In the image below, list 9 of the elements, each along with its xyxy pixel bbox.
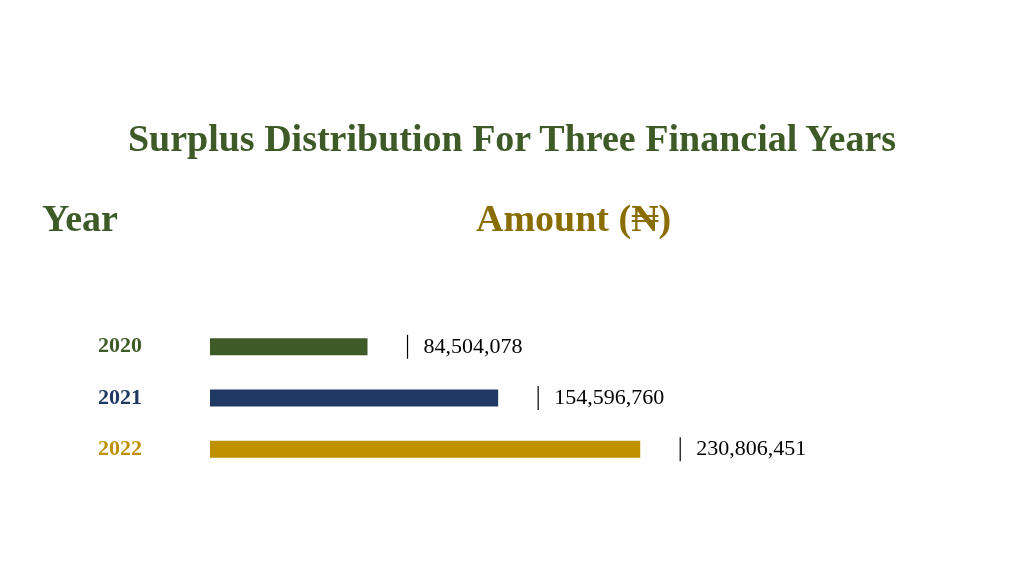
- chart-title: Surplus Distribution For Three Financial Years: [126, 116, 898, 160]
- data-label: 154,596,760: [554, 383, 665, 409]
- y-tick-label: 2022: [98, 434, 142, 460]
- x-axis-title: Amount (₦): [476, 196, 672, 240]
- data-label: 230,806,451: [696, 434, 807, 460]
- y-axis-title: Year: [42, 196, 118, 240]
- data-label: 84,504,078: [423, 332, 523, 358]
- y-tick-label: 2020: [98, 332, 142, 358]
- y-tick-label: 2021: [98, 383, 142, 409]
